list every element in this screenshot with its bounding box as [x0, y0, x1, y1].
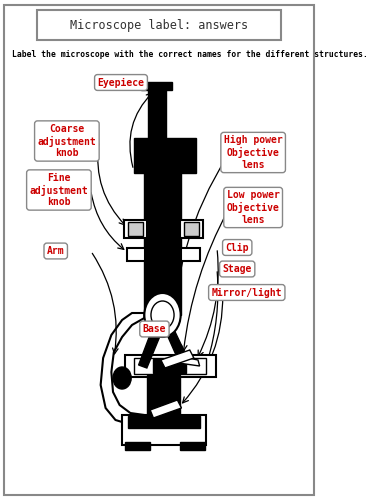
Circle shape [144, 293, 181, 337]
Bar [122, 415, 206, 445]
Text: Mirror/light: Mirror/light [212, 288, 282, 298]
Bar [124, 220, 147, 238]
Bar [152, 359, 186, 373]
Text: Microscope label: answers: Microscope label: answers [70, 18, 248, 32]
Bar [134, 138, 196, 173]
Polygon shape [139, 328, 163, 368]
Bar [147, 375, 180, 417]
Text: Fine
adjustment
knob: Fine adjustment knob [30, 173, 88, 207]
Polygon shape [150, 400, 181, 418]
Bar [37, 10, 281, 40]
Bar [128, 222, 143, 236]
Polygon shape [161, 350, 194, 368]
Bar [180, 220, 203, 238]
Text: Low power
Objective
lens: Low power Objective lens [227, 190, 279, 224]
Bar [134, 358, 206, 374]
Circle shape [151, 301, 174, 329]
Text: Coarse
adjustment
knob: Coarse adjustment knob [37, 124, 96, 158]
Bar [144, 170, 181, 315]
Bar [181, 248, 200, 261]
Text: Clip: Clip [225, 242, 249, 252]
Text: Label the microscope with the correct names for the different structures.: Label the microscope with the correct na… [12, 50, 367, 59]
Bar [184, 222, 199, 236]
Bar [127, 248, 145, 261]
Bar [141, 82, 173, 90]
Bar [148, 85, 166, 140]
Polygon shape [165, 328, 186, 358]
Text: Stage: Stage [223, 264, 252, 274]
Text: Eyepiece: Eyepiece [98, 78, 144, 88]
Bar [125, 442, 150, 450]
Text: Base: Base [143, 324, 166, 334]
Polygon shape [101, 313, 144, 425]
Bar [125, 355, 216, 377]
Polygon shape [172, 355, 200, 366]
Text: Arm: Arm [47, 246, 64, 256]
Bar [180, 442, 205, 450]
Circle shape [113, 367, 131, 389]
Text: High power
Objective
lens: High power Objective lens [224, 136, 283, 170]
Bar [128, 416, 200, 428]
